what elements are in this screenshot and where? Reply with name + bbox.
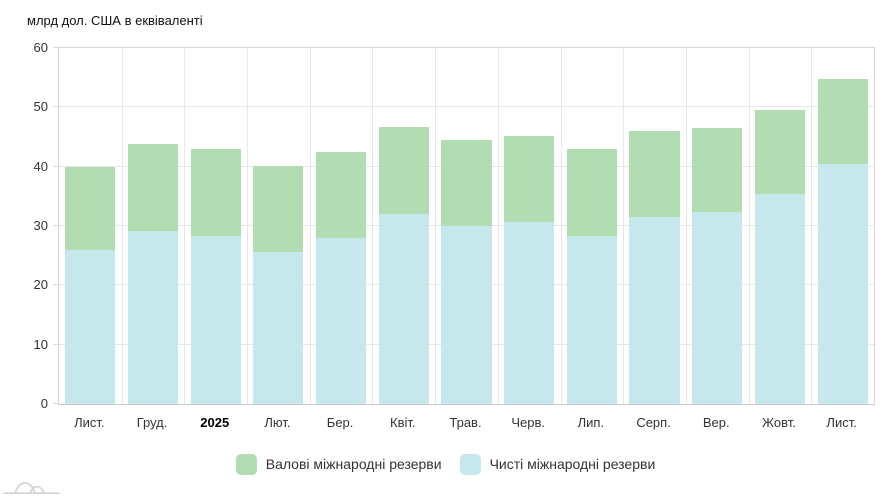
- grid-line-vertical: [372, 48, 374, 404]
- y-axis-tick: [53, 284, 58, 286]
- legend-label: Валові міжнародні резерви: [265, 456, 442, 472]
- bar-group-7: [435, 48, 498, 404]
- net-reserves-swatch-icon: [459, 453, 481, 475]
- grid-line-vertical: [247, 48, 249, 404]
- y-axis-label: 40: [33, 158, 48, 174]
- grid-line-vertical: [748, 48, 750, 404]
- bar-net-reserves[interactable]: [692, 212, 743, 404]
- bar-group-6: [372, 48, 435, 404]
- grid-line-vertical: [560, 48, 562, 404]
- x-axis-label: Серп.: [636, 415, 671, 430]
- x-axis-label: Лип.: [577, 415, 605, 430]
- y-axis-label: 50: [33, 99, 48, 115]
- bar-net-reserves[interactable]: [316, 238, 367, 404]
- bar-group-1: [59, 48, 122, 404]
- y-axis-tick: [53, 106, 58, 108]
- bar-net-reserves[interactable]: [817, 163, 868, 404]
- plot-area: [53, 47, 875, 405]
- y-axis-label: 20: [33, 277, 48, 293]
- y-axis-label: 60: [33, 40, 48, 55]
- bar-group-13: [811, 48, 874, 404]
- x-axis-label: Лист.: [826, 415, 857, 430]
- y-axis-label: 0: [40, 396, 48, 411]
- legend-item-net-reserves[interactable]: Чисті міжнародні резерви: [459, 453, 656, 475]
- bar-net-reserves[interactable]: [65, 250, 116, 404]
- x-axis-label: Трав.: [449, 415, 482, 430]
- grid-line-vertical: [497, 48, 499, 404]
- bar-group-10: [623, 48, 686, 404]
- legend-label: Чисті міжнародні резерви: [489, 456, 656, 472]
- bar-group-11: [686, 48, 749, 404]
- chart-title: млрд дол. США в еквіваленті: [27, 13, 203, 28]
- x-axis-label: Вер.: [702, 415, 730, 430]
- grid-line-vertical: [435, 48, 437, 404]
- bar-net-reserves[interactable]: [378, 214, 429, 404]
- bar-net-reserves[interactable]: [754, 193, 806, 404]
- bar-group-2: [122, 48, 185, 404]
- y-axis-label: 10: [33, 336, 48, 352]
- x-axis-label: 2025: [200, 415, 230, 430]
- y-axis-tick: [53, 403, 58, 404]
- y-axis-tick: [53, 165, 58, 167]
- bar-group-8: [498, 48, 561, 404]
- x-axis-label: Бер.: [326, 415, 354, 430]
- y-axis-label: 30: [33, 218, 48, 233]
- bar-group-4: [247, 48, 310, 404]
- bar-group-3: [184, 48, 247, 404]
- bar-group-9: [561, 48, 624, 404]
- x-axis-label: Груд.: [136, 415, 168, 430]
- grid-line-vertical: [121, 48, 123, 404]
- y-axis-tick: [53, 343, 58, 345]
- minfin-watermark-logo-icon: [3, 482, 60, 494]
- bar-net-reserves[interactable]: [504, 221, 555, 404]
- grid-line-vertical: [811, 48, 813, 404]
- grid-line-vertical: [184, 48, 186, 404]
- bar-group-12: [749, 48, 812, 404]
- grid-line-vertical: [309, 48, 311, 404]
- x-axis-label: Черв.: [511, 415, 546, 430]
- legend: Валові міжнародні резерви Чисті міжнарод…: [0, 452, 891, 476]
- bar-net-reserves[interactable]: [566, 235, 617, 404]
- legend-item-gross-reserves[interactable]: Валові міжнародні резерви: [235, 453, 442, 475]
- bar-net-reserves[interactable]: [190, 235, 241, 404]
- bar-group-5: [310, 48, 373, 404]
- x-axis-label: Лист.: [74, 415, 105, 430]
- x-axis-label: Квіт.: [390, 415, 416, 430]
- x-axis-label: Жовт.: [762, 415, 796, 430]
- grid-line-vertical: [623, 48, 625, 404]
- y-axis-tick: [53, 225, 58, 226]
- bar-net-reserves[interactable]: [127, 231, 179, 404]
- grid-line-horizontal: [59, 106, 874, 108]
- bar-net-reserves[interactable]: [629, 217, 680, 404]
- gross-reserves-swatch-icon: [235, 453, 257, 475]
- x-axis-label: Лют.: [264, 415, 291, 430]
- grid-line-vertical: [685, 48, 687, 404]
- bar-net-reserves[interactable]: [253, 252, 304, 404]
- y-axis-tick: [53, 47, 58, 48]
- bar-net-reserves[interactable]: [441, 226, 492, 404]
